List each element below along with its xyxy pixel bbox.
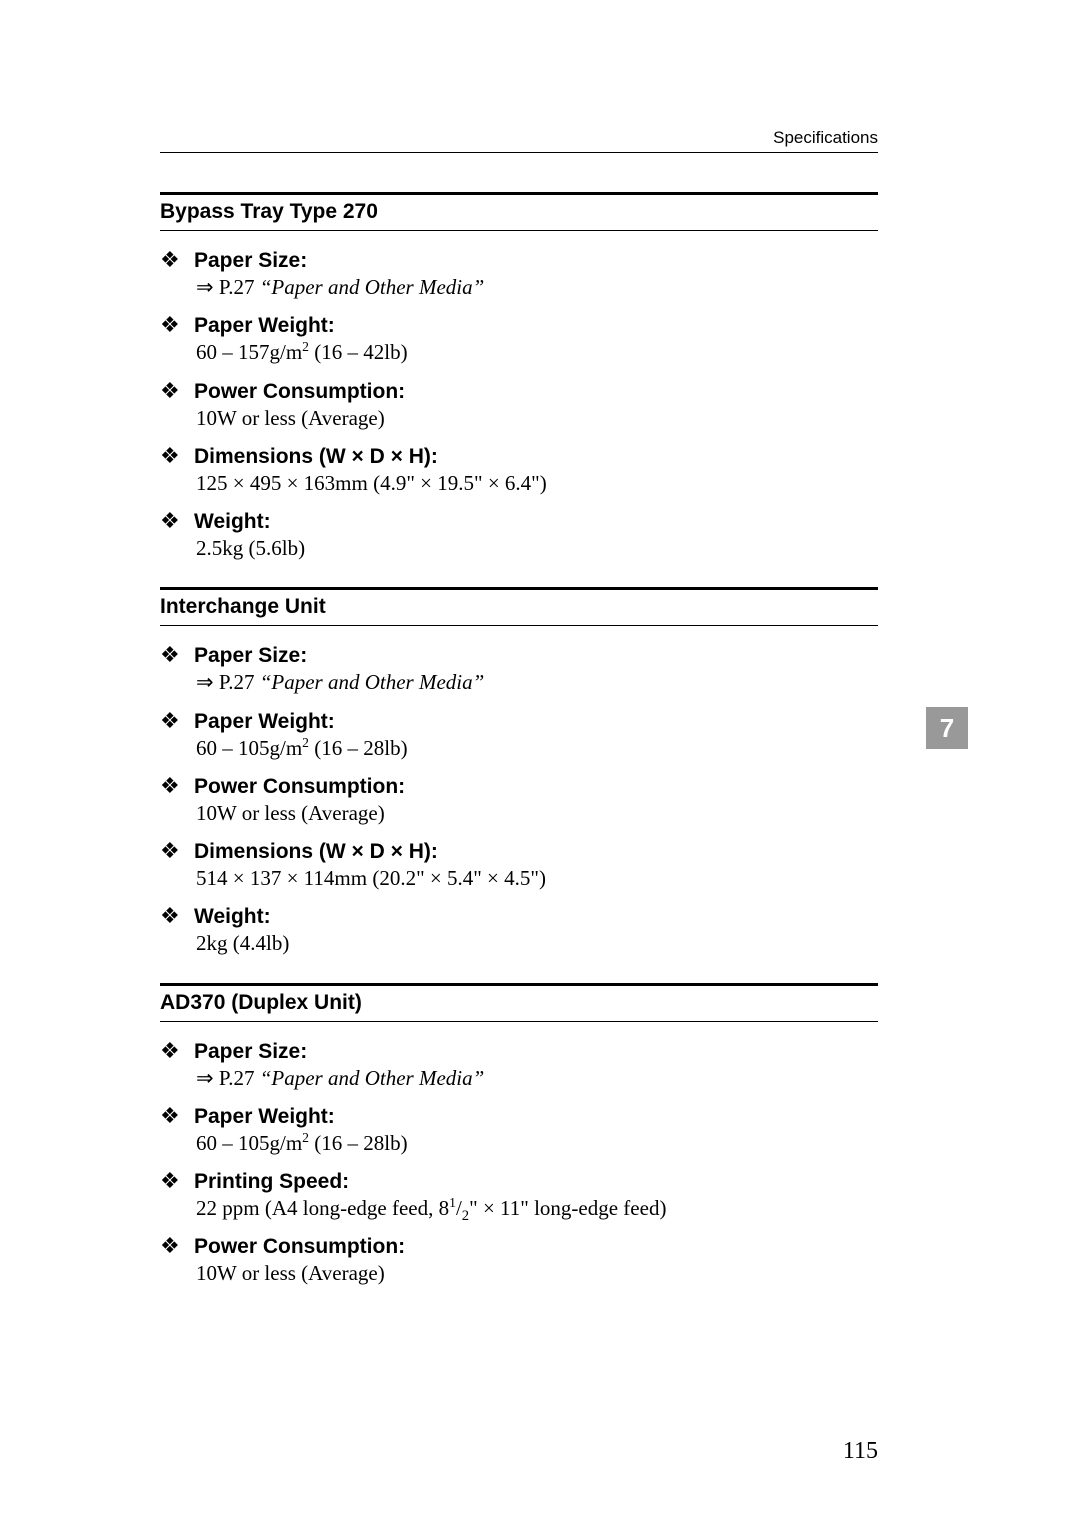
spec-head: ❖ Printing Speed:: [160, 1170, 878, 1194]
bullet-diamond-icon: ❖: [160, 710, 184, 732]
spec-head: ❖ Dimensions (W × D × H):: [160, 840, 878, 864]
spec-head: ❖ Paper Weight:: [160, 314, 878, 338]
spec-label: Paper Weight:: [194, 710, 335, 734]
spec-body: 125 × 495 × 163mm (4.9" × 19.5" × 6.4"): [196, 470, 878, 496]
spec-item: ❖ Paper Size: ⇒ P.27 “Paper and Other Me…: [160, 644, 878, 695]
spec-head: ❖ Paper Weight:: [160, 710, 878, 734]
spec-label: Power Consumption:: [194, 380, 405, 404]
spec-label: Paper Size:: [194, 1040, 307, 1064]
spec-head: ❖ Paper Weight:: [160, 1105, 878, 1129]
content-area: Bypass Tray Type 270 ❖ Paper Size: ⇒ P.2…: [160, 192, 878, 1301]
spec-label: Paper Size:: [194, 644, 307, 668]
spec-head: ❖ Weight:: [160, 510, 878, 534]
bullet-diamond-icon: ❖: [160, 1170, 184, 1192]
spec-item: ❖ Paper Size: ⇒ P.27 “Paper and Other Me…: [160, 1040, 878, 1091]
spec-item: ❖ Paper Weight: 60 – 105g/m2 (16 – 28lb): [160, 1105, 878, 1156]
spec-label: Power Consumption:: [194, 775, 405, 799]
page: Specifications Bypass Tray Type 270 ❖ Pa…: [0, 0, 1080, 1525]
bullet-diamond-icon: ❖: [160, 1235, 184, 1257]
section-title-interchange-unit: Interchange Unit: [160, 587, 878, 626]
spec-body: ⇒ P.27 “Paper and Other Media”: [196, 1065, 878, 1091]
spec-head: ❖ Power Consumption:: [160, 775, 878, 799]
bullet-diamond-icon: ❖: [160, 510, 184, 532]
spec-item: ❖ Weight: 2.5kg (5.6lb): [160, 510, 878, 561]
spec-item: ❖ Power Consumption: 10W or less (Averag…: [160, 1235, 878, 1286]
bullet-diamond-icon: ❖: [160, 1105, 184, 1127]
bullet-diamond-icon: ❖: [160, 249, 184, 271]
spec-head: ❖ Weight:: [160, 905, 878, 929]
spec-body: ⇒ P.27 “Paper and Other Media”: [196, 274, 878, 300]
spec-head: ❖ Power Consumption:: [160, 1235, 878, 1259]
spec-head: ❖ Paper Size:: [160, 644, 878, 668]
bullet-diamond-icon: ❖: [160, 775, 184, 797]
bullet-diamond-icon: ❖: [160, 314, 184, 336]
header-rule: [160, 152, 878, 153]
bullet-diamond-icon: ❖: [160, 380, 184, 402]
spec-body: 514 × 137 × 114mm (20.2" × 5.4" × 4.5"): [196, 865, 878, 891]
spec-item: ❖ Printing Speed: 22 ppm (A4 long-edge f…: [160, 1170, 878, 1221]
spec-label: Dimensions (W × D × H):: [194, 840, 438, 864]
spec-body: 60 – 105g/m2 (16 – 28lb): [196, 735, 878, 761]
spec-body: 2.5kg (5.6lb): [196, 535, 878, 561]
spec-body: 10W or less (Average): [196, 405, 878, 431]
section-title-ad370: AD370 (Duplex Unit): [160, 983, 878, 1022]
bullet-diamond-icon: ❖: [160, 644, 184, 666]
running-head: Specifications: [773, 128, 878, 148]
spec-label: Paper Weight:: [194, 314, 335, 338]
spec-item: ❖ Paper Weight: 60 – 157g/m2 (16 – 42lb): [160, 314, 878, 365]
spec-head: ❖ Paper Size:: [160, 1040, 878, 1064]
spec-label: Paper Size:: [194, 249, 307, 273]
spec-head: ❖ Power Consumption:: [160, 380, 878, 404]
spec-label: Printing Speed:: [194, 1170, 349, 1194]
spec-item: ❖ Paper Weight: 60 – 105g/m2 (16 – 28lb): [160, 710, 878, 761]
section-title-bypass-tray: Bypass Tray Type 270: [160, 192, 878, 231]
spec-body: 60 – 157g/m2 (16 – 42lb): [196, 339, 878, 365]
page-number: 115: [843, 1438, 878, 1465]
spec-item: ❖ Weight: 2kg (4.4lb): [160, 905, 878, 956]
spec-body: 2kg (4.4lb): [196, 930, 878, 956]
bullet-diamond-icon: ❖: [160, 840, 184, 862]
spec-item: ❖ Dimensions (W × D × H): 125 × 495 × 16…: [160, 445, 878, 496]
spec-label: Power Consumption:: [194, 1235, 405, 1259]
spec-item: ❖ Power Consumption: 10W or less (Averag…: [160, 775, 878, 826]
spec-body: 10W or less (Average): [196, 1260, 878, 1286]
spec-label: Dimensions (W × D × H):: [194, 445, 438, 469]
spec-head: ❖ Dimensions (W × D × H):: [160, 445, 878, 469]
spec-item: ❖ Paper Size: ⇒ P.27 “Paper and Other Me…: [160, 249, 878, 300]
spec-body: 60 – 105g/m2 (16 – 28lb): [196, 1130, 878, 1156]
spec-label: Weight:: [194, 905, 271, 929]
bullet-diamond-icon: ❖: [160, 445, 184, 467]
bullet-diamond-icon: ❖: [160, 905, 184, 927]
spec-body: ⇒ P.27 “Paper and Other Media”: [196, 669, 878, 695]
spec-label: Weight:: [194, 510, 271, 534]
spec-body: 22 ppm (A4 long-edge feed, 81/2" × 11" l…: [196, 1195, 878, 1221]
spec-head: ❖ Paper Size:: [160, 249, 878, 273]
spec-label: Paper Weight:: [194, 1105, 335, 1129]
spec-item: ❖ Dimensions (W × D × H): 514 × 137 × 11…: [160, 840, 878, 891]
spec-body: 10W or less (Average): [196, 800, 878, 826]
spec-item: ❖ Power Consumption: 10W or less (Averag…: [160, 380, 878, 431]
chapter-tab: 7: [926, 707, 968, 749]
bullet-diamond-icon: ❖: [160, 1040, 184, 1062]
